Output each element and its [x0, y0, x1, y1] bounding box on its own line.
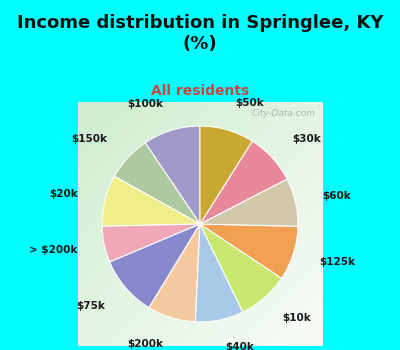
Wedge shape	[200, 224, 282, 312]
Text: City-Data.com: City-Data.com	[251, 109, 315, 118]
Text: $40k: $40k	[225, 342, 254, 350]
Text: All residents: All residents	[151, 84, 249, 98]
Text: $20k: $20k	[50, 189, 78, 199]
Text: $75k: $75k	[76, 301, 105, 311]
Wedge shape	[200, 224, 298, 278]
Text: $150k: $150k	[72, 134, 108, 144]
Wedge shape	[102, 224, 200, 262]
Text: Income distribution in Springlee, KY
(%): Income distribution in Springlee, KY (%)	[17, 14, 383, 53]
Text: $30k: $30k	[292, 134, 321, 144]
Text: $200k: $200k	[127, 339, 163, 349]
Wedge shape	[114, 143, 200, 224]
Text: $50k: $50k	[235, 98, 264, 108]
Text: $100k: $100k	[127, 99, 163, 109]
Text: $125k: $125k	[320, 257, 356, 267]
Text: > $200k: > $200k	[29, 245, 77, 255]
Wedge shape	[102, 176, 200, 226]
Wedge shape	[196, 224, 243, 322]
Wedge shape	[145, 126, 200, 224]
Wedge shape	[200, 179, 298, 226]
Wedge shape	[200, 141, 287, 224]
Wedge shape	[200, 126, 252, 224]
Wedge shape	[110, 224, 200, 308]
Text: $60k: $60k	[322, 191, 351, 201]
Text: $10k: $10k	[283, 313, 311, 323]
Wedge shape	[149, 224, 200, 322]
